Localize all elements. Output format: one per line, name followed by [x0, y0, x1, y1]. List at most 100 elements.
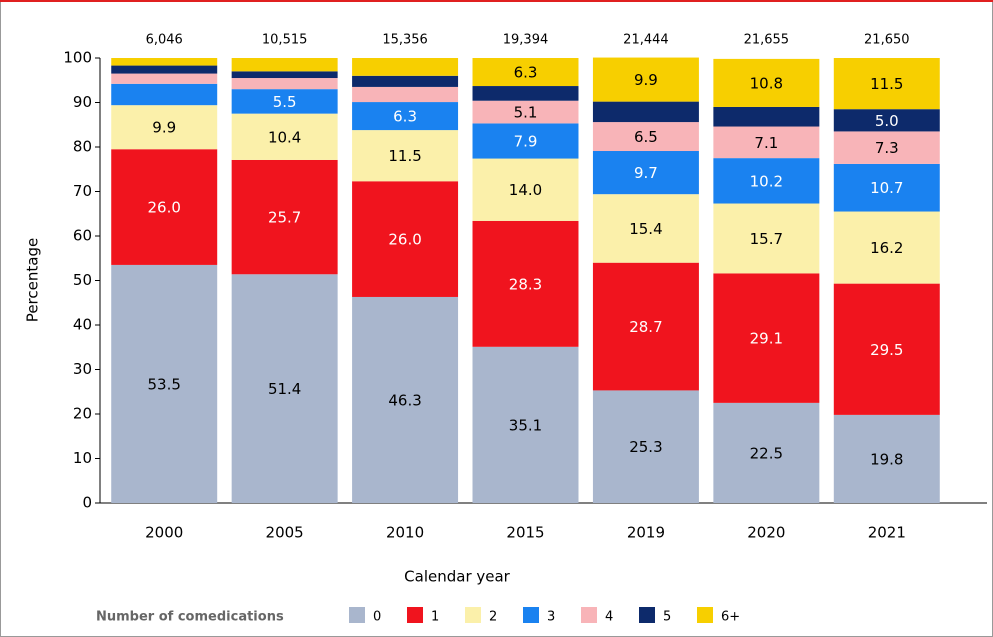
x-tick-label: 2020 — [747, 524, 785, 542]
value-label: 19.8 — [870, 450, 903, 468]
legend-swatch — [349, 607, 365, 623]
value-label: 7.9 — [514, 132, 538, 150]
legend-swatch — [581, 607, 597, 623]
bar-segment — [592, 101, 699, 123]
value-label: 11.5 — [388, 147, 421, 165]
value-label: 9.9 — [152, 119, 176, 137]
bar-segment — [111, 65, 218, 74]
y-tick-label: 40 — [73, 316, 92, 334]
bar-segment — [352, 130, 459, 182]
total-label: 21,444 — [623, 33, 669, 48]
value-label: 26.0 — [148, 199, 181, 217]
legend-label: 6+ — [721, 610, 740, 625]
bar-segment — [713, 106, 820, 127]
value-label: 53.5 — [148, 375, 181, 393]
value-label: 5.0 — [875, 112, 899, 130]
bar-segment — [472, 58, 579, 87]
y-tick-label: 80 — [73, 138, 92, 156]
y-axis-title: Percentage — [24, 238, 42, 322]
bar-segment — [231, 78, 338, 90]
legend-label: 3 — [547, 610, 555, 625]
legend-label: 4 — [605, 610, 613, 625]
bar-segment — [472, 158, 579, 221]
value-label: 11.5 — [870, 75, 903, 93]
value-label: 26.0 — [388, 231, 421, 249]
bar-segment — [833, 58, 940, 110]
value-label: 22.5 — [750, 444, 783, 462]
bar-segment — [713, 126, 820, 159]
bar-segment — [592, 390, 699, 503]
bar-segment — [472, 100, 579, 124]
legend-label: 5 — [663, 610, 671, 625]
value-label: 25.7 — [268, 209, 301, 227]
bar-segment — [231, 71, 338, 79]
bar-segment — [111, 105, 218, 150]
value-label: 28.3 — [509, 275, 542, 293]
bar-segment — [111, 58, 218, 66]
bar-segment — [472, 86, 579, 101]
legend-label: 2 — [489, 610, 497, 625]
total-label: 6,046 — [146, 33, 183, 48]
y-tick-label: 30 — [73, 360, 92, 378]
bar-segment — [592, 151, 699, 195]
bar-segment — [833, 163, 940, 212]
bar-segment — [352, 102, 459, 131]
legend-swatch — [465, 607, 481, 623]
bar-segment — [713, 58, 820, 107]
value-label: 7.1 — [754, 134, 778, 152]
value-label: 25.3 — [629, 438, 662, 456]
y-tick-label: 70 — [73, 182, 92, 200]
value-label: 15.4 — [629, 220, 662, 238]
bar-segment — [231, 159, 338, 275]
value-label: 16.2 — [870, 239, 903, 257]
x-tick-label: 2021 — [868, 524, 906, 542]
legend-swatch — [407, 607, 423, 623]
bar-segment — [111, 149, 218, 265]
value-label: 10.7 — [870, 179, 903, 197]
y-tick-label: 0 — [82, 494, 92, 512]
value-label: 10.4 — [268, 128, 301, 146]
value-label: 6.3 — [514, 64, 538, 82]
value-label: 29.5 — [870, 341, 903, 359]
value-label: 6.3 — [393, 108, 417, 126]
total-label: 21,655 — [744, 33, 790, 48]
bar-segment — [352, 75, 459, 87]
value-label: 9.7 — [634, 164, 658, 182]
x-tick-label: 2015 — [506, 524, 544, 542]
value-label: 15.7 — [750, 230, 783, 248]
bar-segment — [833, 283, 940, 415]
bar-segment — [833, 414, 940, 503]
bar-segment — [472, 123, 579, 159]
bar-segment — [713, 402, 820, 503]
bar-segment — [111, 264, 218, 503]
total-label: 15,356 — [382, 33, 428, 48]
bar-segment — [472, 220, 579, 347]
y-tick-label: 10 — [73, 449, 92, 467]
x-axis-title: Calendar year — [404, 568, 511, 586]
total-label: 10,515 — [262, 33, 308, 48]
bar-segment — [111, 83, 218, 106]
value-label: 10.2 — [750, 172, 783, 190]
bar-segment — [352, 181, 459, 297]
y-tick-label: 100 — [63, 49, 92, 67]
bar-segment — [592, 57, 699, 102]
bar-segment — [111, 73, 218, 84]
x-tick-label: 2010 — [386, 524, 424, 542]
total-label: 21,650 — [864, 33, 910, 48]
bar-segment — [592, 122, 699, 152]
value-label: 10.8 — [750, 74, 783, 92]
y-tick-label: 90 — [73, 93, 92, 111]
value-label: 7.3 — [875, 139, 899, 157]
bar-segment — [231, 113, 338, 160]
legend-swatch — [523, 607, 539, 623]
y-tick-label: 50 — [73, 271, 92, 289]
value-label: 14.0 — [509, 181, 542, 199]
bar-segment — [833, 131, 940, 164]
bar-segment — [833, 109, 940, 132]
value-label: 5.1 — [514, 104, 538, 122]
value-label: 35.1 — [509, 416, 542, 434]
bar-segment — [713, 158, 820, 204]
x-tick-label: 2005 — [266, 524, 304, 542]
value-label: 9.9 — [634, 71, 658, 89]
